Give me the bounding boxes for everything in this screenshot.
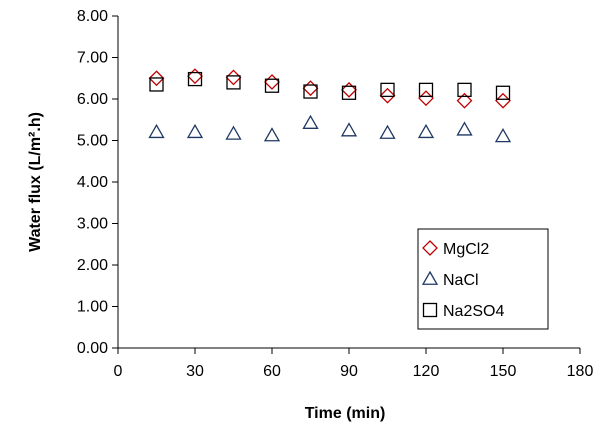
point-na2so4	[495, 85, 511, 100]
x-tick-labels: 0 30 60 90 120 150 180	[114, 363, 594, 380]
point-na2so4	[341, 85, 357, 100]
y-tick-label: 6.00	[77, 91, 108, 108]
point-mgcl2	[379, 87, 396, 104]
legend-marker-nacl	[421, 270, 439, 285]
point-nacl	[379, 124, 396, 139]
x-axis-title: Time (min)	[305, 405, 386, 422]
legend-marker-na2so4	[422, 302, 438, 318]
x-tick-label: 60	[263, 363, 281, 380]
point-mgcl2	[495, 92, 511, 109]
point-nacl	[225, 125, 242, 140]
legend-marker-mgcl2	[422, 240, 438, 256]
point-na2so4	[380, 82, 395, 98]
y-tick-label: 3.00	[77, 216, 108, 233]
point-mgcl2	[225, 69, 242, 86]
point-mgcl2	[148, 70, 165, 87]
y-tick-label: 1.00	[77, 299, 108, 316]
point-mgcl2	[302, 80, 319, 97]
y-tick-labels: 0.00 1.00 2.00 3.00 4.00 5.00 6.00 7.00 8.00	[77, 8, 108, 357]
x-tick-label: 180	[567, 363, 594, 380]
x-tick-label: 0	[114, 363, 123, 380]
x-tick-label: 120	[413, 363, 440, 380]
legend: MgCl2 NaCl Na2SO4	[417, 228, 549, 330]
y-tick-label: 7.00	[77, 50, 108, 67]
y-axis-title: Water flux (L/m².h)	[27, 112, 44, 252]
point-nacl	[302, 114, 319, 129]
point-mgcl2	[418, 90, 434, 107]
y-tick-label: 8.00	[77, 8, 108, 25]
axes	[112, 15, 581, 354]
point-na2so4	[418, 82, 434, 98]
point-na2so4	[187, 71, 203, 87]
point-na2so4	[457, 82, 472, 98]
legend-label-na2so4: Na2SO4	[443, 303, 504, 320]
x-tick-label: 30	[186, 363, 204, 380]
point-mgcl2	[341, 81, 357, 98]
point-mgcl2	[456, 92, 473, 109]
point-nacl	[186, 123, 204, 139]
legend-label-mgcl2: MgCl2	[443, 241, 489, 258]
point-nacl	[148, 123, 165, 139]
point-nacl	[340, 122, 358, 137]
x-tick-label: 90	[340, 363, 358, 380]
point-mgcl2	[187, 68, 203, 85]
x-tick-label: 150	[490, 363, 517, 380]
point-na2so4	[303, 84, 318, 99]
point-nacl	[456, 121, 473, 136]
point-nacl	[494, 128, 512, 143]
point-na2so4	[264, 78, 280, 93]
legend-box	[417, 228, 549, 330]
y-tick-label: 0.00	[77, 340, 108, 357]
data-points	[148, 68, 512, 143]
point-na2so4	[226, 75, 241, 90]
y-tick-label: 5.00	[77, 133, 108, 150]
point-nacl	[263, 127, 281, 142]
legend-label-nacl: NaCl	[443, 272, 479, 289]
y-tick-label: 4.00	[77, 174, 108, 191]
point-na2so4	[149, 77, 164, 92]
point-mgcl2	[264, 74, 280, 90]
point-nacl	[417, 123, 435, 139]
y-tick-label: 2.00	[77, 257, 108, 274]
